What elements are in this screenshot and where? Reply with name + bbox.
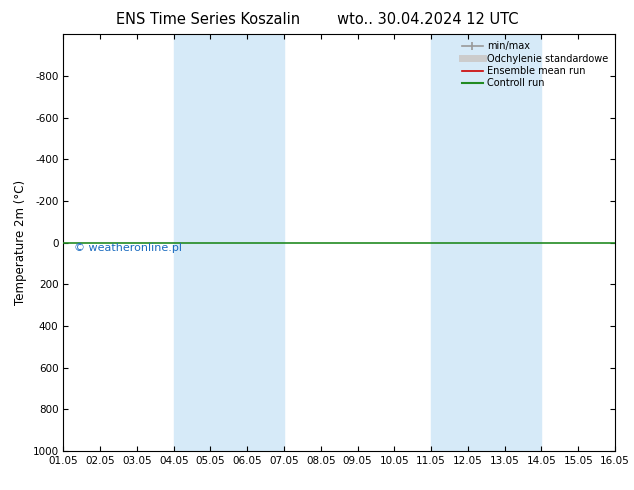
Legend: min/max, Odchylenie standardowe, Ensemble mean run, Controll run: min/max, Odchylenie standardowe, Ensembl… xyxy=(460,39,610,90)
Y-axis label: Temperature 2m (°C): Temperature 2m (°C) xyxy=(14,180,27,305)
Bar xyxy=(174,34,284,451)
Bar xyxy=(431,34,541,451)
Text: © weatheronline.pl: © weatheronline.pl xyxy=(74,243,183,253)
Text: ENS Time Series Koszalin        wto.. 30.04.2024 12 UTC: ENS Time Series Koszalin wto.. 30.04.202… xyxy=(116,12,518,27)
